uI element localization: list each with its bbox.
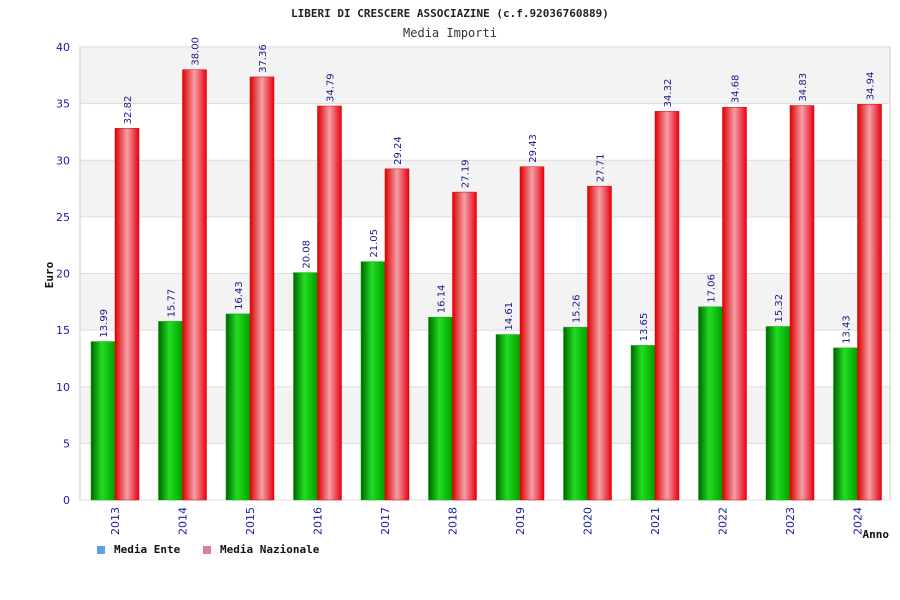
x-tick-label-2014: 2014 [177, 507, 190, 535]
value-label-media-nazionale-2017: 29.24 [393, 136, 404, 165]
bar-media-nazionale-2020 [587, 185, 612, 501]
y-tick-label: 20 [56, 268, 70, 281]
x-tick-label-2020: 2020 [582, 507, 595, 535]
x-axis-label: Anno [863, 528, 890, 541]
value-label-media-nazionale-2013: 32.82 [123, 96, 134, 125]
legend-swatch-media-ente [97, 546, 105, 554]
value-label-media-nazionale-2019: 29.43 [528, 134, 539, 163]
plot-band [80, 160, 890, 217]
value-label-media-ente-2014: 15.77 [167, 289, 178, 318]
value-label-media-ente-2015: 16.43 [234, 281, 245, 310]
value-label-media-nazionale-2022: 34.68 [731, 75, 742, 104]
chart-title: LIBERI DI CRESCERE ASSOCIAZINE (c.f.9203… [291, 7, 609, 20]
value-label-media-ente-2018: 16.14 [437, 285, 448, 314]
value-label-media-ente-2013: 13.99 [99, 309, 110, 338]
x-tick-label-2023: 2023 [784, 507, 797, 535]
bar-media-ente-2024 [833, 347, 858, 501]
y-tick-label: 5 [63, 437, 70, 450]
y-tick-label: 35 [56, 98, 70, 111]
value-label-media-nazionale-2023: 34.83 [798, 73, 809, 102]
x-tick-label-2021: 2021 [649, 507, 662, 535]
value-label-media-ente-2016: 20.08 [302, 240, 313, 269]
plot-band [80, 47, 890, 104]
x-tick-label-2019: 2019 [514, 507, 527, 535]
x-tick-label-2018: 2018 [447, 507, 460, 535]
bar-media-nazionale-2017 [384, 168, 410, 501]
value-label-media-nazionale-2020: 27.71 [596, 154, 607, 183]
grid-lines [80, 46, 890, 501]
value-label-media-nazionale-2024: 34.94 [866, 72, 877, 101]
bar-media-nazionale-2019 [519, 166, 545, 501]
x-tick-label-2016: 2016 [312, 507, 325, 535]
bar-media-nazionale-2024 [857, 104, 882, 501]
value-label-media-ente-2019: 14.61 [504, 302, 515, 331]
x-axis-ticks: 2013 2014 2015 2016 2017 2018 2019 2020 2021 2022… [109, 507, 865, 535]
bar-media-ente-2015 [225, 313, 251, 501]
bar-media-nazionale-2015 [249, 76, 275, 501]
value-label-media-nazionale-2021: 34.32 [663, 79, 674, 108]
value-label-media-ente-2024: 13.43 [842, 315, 853, 344]
bar-media-nazionale-2013 [114, 128, 140, 501]
value-label-media-ente-2017: 21.05 [369, 229, 380, 258]
value-label-media-ente-2023: 15.32 [774, 294, 785, 323]
bar-media-nazionale-2014 [182, 69, 207, 501]
y-tick-label: 0 [63, 494, 70, 507]
value-label-media-nazionale-2018: 27.19 [461, 159, 472, 188]
x-tick-label-2022: 2022 [717, 507, 730, 535]
y-tick-label: 15 [56, 324, 70, 337]
x-tick-label-2015: 2015 [244, 507, 257, 535]
value-label-media-nazionale-2014: 38.00 [191, 37, 202, 66]
bar-media-nazionale-2022 [722, 106, 747, 501]
legend-label-media-nazionale: Media Nazionale [220, 543, 320, 556]
y-tick-label: 30 [56, 154, 70, 167]
chart-subtitle: Media Importi [403, 26, 497, 40]
x-tick-label-2024: 2024 [852, 507, 865, 535]
bar-media-nazionale-2018 [452, 191, 477, 501]
legend: Media Ente Media Nazionale [97, 543, 320, 556]
bar-media-ente-2023 [765, 326, 791, 501]
bar-media-ente-2013 [90, 341, 116, 501]
bar-media-nazionale-2023 [789, 105, 815, 501]
bar-media-ente-2016 [293, 272, 318, 501]
y-axis-label: Euro [43, 261, 56, 288]
plot-band [80, 273, 890, 331]
value-label-media-nazionale-2016: 34.79 [326, 73, 337, 102]
bar-media-ente-2020 [563, 326, 588, 501]
bar-media-ente-2021 [630, 345, 656, 501]
bar-media-ente-2018 [428, 316, 453, 501]
y-tick-label: 40 [56, 41, 70, 54]
bars [90, 69, 882, 501]
plot-band [80, 443, 890, 500]
bar-media-nazionale-2021 [654, 111, 680, 501]
y-tick-label: 25 [56, 211, 70, 224]
plot-band [80, 330, 890, 387]
y-tick-label: 10 [56, 381, 70, 394]
value-labels: 13.99 32.82 15.77 38.00 16.43 37.36 20.08 34.79… [99, 37, 877, 344]
legend-swatch-media-nazionale [203, 546, 211, 554]
plot-band [80, 216, 890, 274]
value-label-media-ente-2020: 15.26 [572, 295, 583, 324]
value-label-media-ente-2022: 17.06 [707, 274, 718, 303]
value-label-media-ente-2021: 13.65 [639, 313, 650, 342]
value-label-media-nazionale-2015: 37.36 [258, 44, 269, 73]
bar-media-ente-2014 [158, 321, 183, 501]
x-tick-label-2017: 2017 [379, 507, 392, 535]
bar-media-ente-2022 [698, 306, 723, 501]
bar-media-nazionale-2016 [317, 105, 342, 501]
bar-media-ente-2017 [360, 261, 386, 501]
y-axis-ticks: 0 5 10 15 20 25 30 35 40 [56, 41, 70, 507]
plot-band [80, 386, 890, 444]
x-tick-label-2013: 2013 [109, 507, 122, 535]
plot-band [80, 103, 890, 161]
legend-label-media-ente: Media Ente [114, 543, 181, 556]
bar-media-ente-2019 [495, 334, 521, 501]
plot-area [79, 46, 891, 501]
